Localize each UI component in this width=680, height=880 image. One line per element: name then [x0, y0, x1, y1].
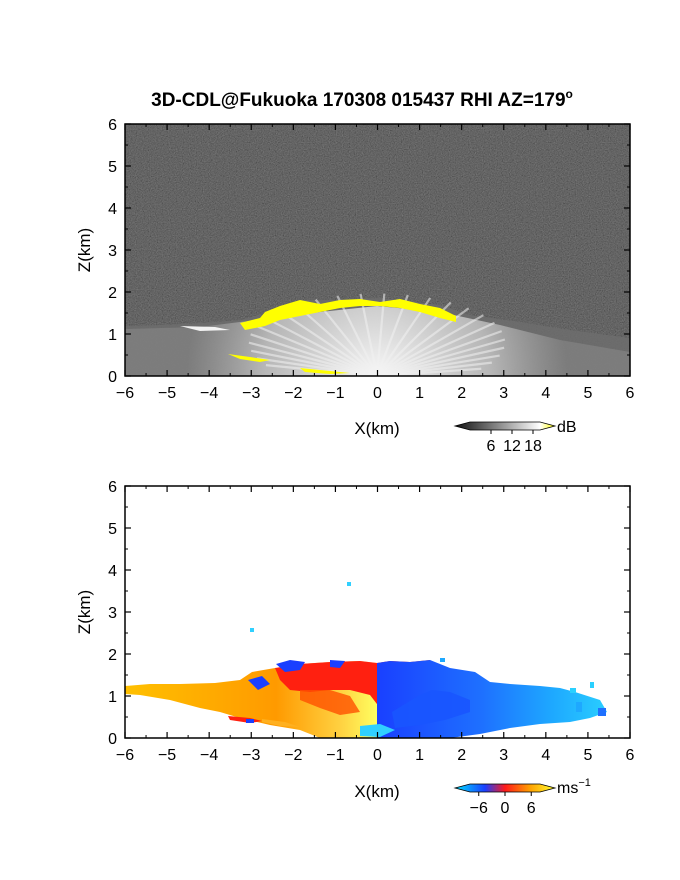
velocity-cb-tick-label: −6: [470, 800, 488, 817]
velocity-xtick-label: 5: [583, 747, 592, 764]
ray: [376, 321, 495, 376]
intensity-xtick-label: 4: [541, 385, 550, 402]
velocity-ytick-label: 2: [108, 647, 117, 664]
ray: [336, 295, 378, 376]
intensity-ytick-label: 4: [108, 201, 117, 218]
figure-title: 3D-CDL@Fukuoka 170308 015437 RHI AZ=179o: [151, 87, 573, 111]
intensity-colorbar-ticks: 6 12 18: [487, 430, 542, 455]
velocity-xtick-label: −1: [326, 747, 344, 764]
intensity-colorbar: 6 12 18 dB: [453, 419, 577, 455]
ray: [250, 349, 378, 376]
intensity-xtick-label: 2: [457, 385, 466, 402]
intensity-xtick-label: 5: [583, 385, 592, 402]
velocity-ytick-label: 0: [108, 731, 117, 748]
velocity-colorbar-unit: ms−1: [557, 777, 591, 797]
intensity-cb-tick-label: 6: [487, 438, 496, 455]
intensity-ytick-label: 3: [108, 243, 117, 260]
intensity-xtick-label: 3: [499, 385, 508, 402]
intensity-ylabel: Z(km): [75, 228, 94, 272]
velocity-xlabel: X(km): [354, 782, 399, 801]
ray: [376, 346, 505, 376]
intensity-colorbar-unit: dB: [557, 419, 577, 436]
ray: [250, 333, 378, 376]
velocity-image: [125, 486, 630, 738]
intensity-xtick-label: 0: [373, 385, 382, 402]
velocity-xtick-label: 6: [626, 747, 635, 764]
intensity-xlabel: X(km): [354, 419, 399, 438]
intensity-ytick-label: 2: [108, 285, 117, 302]
intensity-ticks: −6 −5 −4 −3 −2 −1 0 1 2 3 4 5 6 0 1 2 3 4 5 6: [108, 117, 634, 402]
velocity-ticks: −6 −5 −4 −3 −2 −1 0 1 2 3 4 5 6 0 1 2 3 4 5 6: [108, 479, 634, 764]
velocity-xtick-label: −4: [200, 747, 218, 764]
intensity-xtick-label: −4: [200, 385, 218, 402]
velocity-ytick-label: 5: [108, 521, 117, 538]
ray: [314, 298, 378, 376]
intensity-cb-tick-label: 18: [524, 438, 542, 455]
ray: [376, 314, 484, 376]
velocity-colorbar-ticks: −6 0 6: [470, 792, 536, 817]
ray: [255, 325, 378, 376]
intensity-ytick-label: 5: [108, 159, 117, 176]
velocity-xtick-label: 4: [541, 747, 550, 764]
velocity-ytick-label: 6: [108, 479, 117, 496]
intensity-xtick-label: −6: [116, 385, 134, 402]
ray-fan: [248, 293, 506, 376]
velocity-cb-tick-label: 0: [501, 800, 510, 817]
intensity-xtick-label: −5: [158, 385, 176, 402]
ray: [376, 338, 506, 376]
ray: [295, 303, 378, 376]
intensity-ytick-label: 0: [108, 369, 117, 386]
velocity-xtick-label: −2: [284, 747, 302, 764]
ray: [359, 293, 379, 376]
intensity-ytick-label: 6: [108, 117, 117, 134]
velocity-colorbar: −6 0 6 ms−1: [453, 777, 591, 817]
velocity-ytick-label: 1: [108, 689, 117, 706]
ray: [376, 354, 500, 376]
velocity-xtick-label: −6: [116, 747, 134, 764]
ray: [376, 330, 503, 376]
velocity-xtick-label: 1: [415, 747, 424, 764]
intensity-xtick-label: −2: [284, 385, 302, 402]
velocity-cb-tick-label: 6: [527, 800, 536, 817]
ray: [265, 317, 378, 376]
ray: [375, 293, 386, 376]
intensity-cb-tick-label: 12: [503, 438, 521, 455]
velocity-xtick-label: 2: [457, 747, 466, 764]
intensity-xtick-label: 1: [415, 385, 424, 402]
intensity-image: [125, 124, 630, 376]
velocity-xtick-label: 0: [373, 747, 382, 764]
ray: [278, 309, 378, 376]
velocity-xtick-label: −5: [158, 747, 176, 764]
velocity-ytick-label: 3: [108, 605, 117, 622]
velocity-xtick-label: −3: [242, 747, 260, 764]
velocity-ytick-label: 4: [108, 563, 117, 580]
intensity-xtick-label: −1: [326, 385, 344, 402]
velocity-xtick-label: 3: [499, 747, 508, 764]
intensity-xtick-label: 6: [626, 385, 635, 402]
ray: [248, 341, 378, 376]
intensity-xtick-label: −3: [242, 385, 260, 402]
intensity-ytick-label: 1: [108, 327, 117, 344]
velocity-ylabel: Z(km): [75, 590, 94, 634]
